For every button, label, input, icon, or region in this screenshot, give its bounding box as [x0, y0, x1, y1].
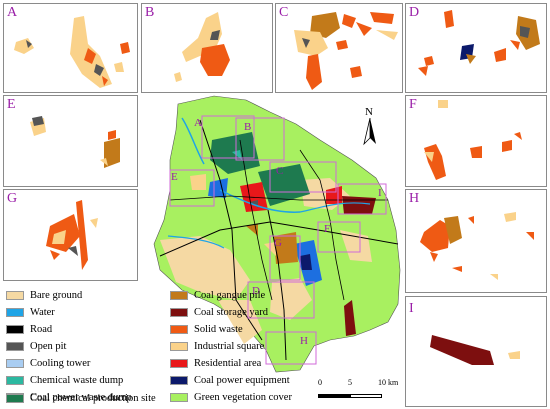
legend-label: Industrial square	[194, 341, 265, 352]
legend-swatch	[170, 291, 188, 300]
inset-panel-g: G	[3, 189, 138, 281]
scale-tick-10km: 10 km	[378, 378, 399, 387]
inset-map-g	[46, 200, 98, 270]
inset-map-c	[294, 12, 398, 90]
panel-label-h: H	[409, 191, 420, 206]
legend-label: Cooling tower	[30, 358, 91, 369]
inset-panel-i: I	[405, 296, 547, 407]
legend-label: Coal gangue pile	[194, 290, 266, 301]
map-legend: Bare ground Water Road Open pit Cooling …	[0, 284, 292, 409]
scale-tick-5: 5	[348, 378, 352, 387]
legend-swatch	[170, 393, 188, 402]
panel-label-b: B	[145, 5, 155, 20]
box-label-c: C	[276, 165, 283, 177]
legend-swatch	[170, 359, 188, 368]
legend-label: Water	[30, 307, 55, 318]
legend-label: Coal storage yard	[194, 307, 269, 318]
inset-map-a	[14, 16, 130, 88]
legend-label: Coal chemical production site	[30, 393, 156, 404]
legend-item: Industrial square	[170, 341, 264, 352]
inset-map-e	[30, 116, 120, 168]
scale-tick-0: 0	[318, 378, 322, 387]
legend-item: Cooling tower	[6, 358, 90, 369]
legend-label: Coal power equipment	[194, 375, 290, 386]
legend-swatch	[170, 376, 188, 385]
legend-item: Coal storage yard	[170, 307, 268, 318]
legend-item: Coal gangue pile	[170, 290, 265, 301]
panel-label-i: I	[409, 301, 414, 316]
legend-swatch	[6, 394, 24, 403]
legend-item: Solid waste	[170, 324, 243, 335]
legend-swatch	[6, 291, 24, 300]
legend-item: Open pit	[6, 341, 66, 352]
legend-swatch	[170, 342, 188, 351]
scale-bar-segment-2	[350, 394, 382, 398]
legend-item: Coal chemical production site	[6, 393, 156, 404]
box-label-f: F	[324, 223, 330, 235]
legend-item: Chemical waste dump	[6, 375, 123, 386]
legend-swatch	[170, 308, 188, 317]
panel-label-f: F	[409, 97, 417, 112]
inset-panel-h: H	[405, 189, 547, 293]
box-label-a: A	[194, 117, 202, 129]
box-label-h: H	[300, 335, 308, 347]
legend-label: Road	[30, 324, 53, 335]
legend-swatch	[6, 325, 24, 334]
panel-label-a: A	[7, 5, 18, 20]
legend-swatch	[6, 359, 24, 368]
panel-label-c: C	[279, 5, 289, 20]
legend-swatch	[6, 376, 24, 385]
legend-label: Green vegetation cover	[194, 392, 292, 403]
inset-panel-a: A	[3, 3, 138, 93]
scale-bar	[318, 388, 384, 400]
legend-item: Residential area	[170, 358, 261, 369]
legend-item: Road	[6, 324, 52, 335]
inset-panel-c: C	[275, 3, 403, 93]
north-arrow-icon	[363, 118, 376, 146]
legend-label: Solid waste	[194, 324, 243, 335]
legend-item: Water	[6, 307, 55, 318]
inset-map-d	[418, 10, 540, 76]
inset-map-h	[420, 212, 534, 280]
panel-label-g: G	[7, 191, 18, 206]
legend-item: Coal power equipment	[170, 375, 290, 386]
legend-swatch	[6, 308, 24, 317]
panel-label-e: E	[7, 97, 16, 112]
inset-panel-d: D	[405, 3, 547, 93]
north-arrow: N	[360, 106, 380, 146]
inset-map-f	[424, 100, 522, 180]
inset-panel-b: B	[141, 3, 273, 93]
legend-label: Bare ground	[30, 290, 83, 301]
box-label-g: G	[274, 237, 282, 249]
scale-bar-segment-1	[318, 394, 350, 398]
inset-panel-e: E	[3, 95, 138, 187]
legend-item: Bare ground	[6, 290, 82, 301]
inset-map-b	[174, 12, 230, 82]
legend-label: Residential area	[194, 358, 262, 369]
panel-label-d: D	[409, 5, 420, 20]
box-label-b: B	[244, 121, 251, 133]
legend-label: Coal power waste dump	[30, 392, 132, 403]
inset-map-i	[430, 335, 520, 365]
legend-item: Green vegetation cover	[170, 392, 292, 403]
inset-panel-f: F	[405, 95, 547, 187]
legend-label: Open pit	[30, 341, 67, 352]
box-label-e: E	[171, 171, 178, 183]
legend-label: Chemical waste dump	[30, 375, 124, 386]
legend-swatch	[170, 325, 188, 334]
legend-swatch	[6, 342, 24, 351]
box-label-i: I	[378, 187, 382, 199]
north-label: N	[365, 106, 373, 118]
